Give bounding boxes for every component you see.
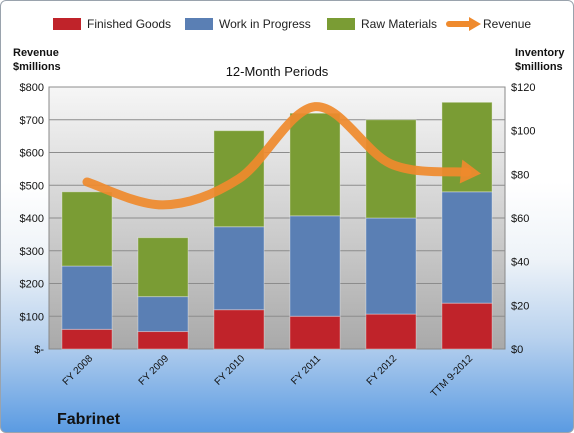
legend-swatch <box>327 18 355 30</box>
bar-work-in-progress <box>365 217 417 315</box>
bar-raw-materials <box>289 112 341 217</box>
left-tick-label: $200 <box>20 279 44 291</box>
left-axis-ticks: $- $100 $200 $300 $400 $500 $600 $700 $800 <box>20 82 45 356</box>
bar-work-in-progress <box>289 215 341 317</box>
right-tick-label: $80 <box>511 169 529 181</box>
right-tick-label: $20 <box>511 300 529 312</box>
bars <box>61 101 493 350</box>
bar-work-in-progress <box>441 191 493 304</box>
left-tick-label: $700 <box>20 115 44 127</box>
x-tick-label: FY 2009 <box>137 353 172 388</box>
right-axis-ticks: $0 $20 $40 $60 $80 $100 $120 <box>511 82 535 356</box>
legend-swatch <box>185 18 213 30</box>
x-tick-label: FY 2011 <box>289 353 323 387</box>
left-tick-label: $800 <box>20 82 44 94</box>
left-tick-label: $400 <box>20 213 44 225</box>
bar-raw-materials <box>61 191 113 267</box>
revenue-line-path <box>82 102 472 210</box>
legend-swatch <box>53 18 81 30</box>
left-tick-label: $500 <box>20 180 44 192</box>
bar-finished-goods <box>61 328 113 350</box>
bar-finished-goods <box>365 313 417 350</box>
left-tick-label: $100 <box>20 311 44 323</box>
right-axis-title-line1: Inventory <box>515 47 565 59</box>
right-tick-label: $40 <box>511 257 529 269</box>
left-tick-label: $- <box>34 344 44 356</box>
revenue-line <box>82 102 481 210</box>
legend-label: Raw Materials <box>361 17 437 31</box>
right-tick-label: $60 <box>511 213 529 225</box>
legend-label: Finished Goods <box>87 17 171 31</box>
left-tick-label: $300 <box>20 246 44 258</box>
right-tick-label: $0 <box>511 344 523 356</box>
bar-work-in-progress <box>61 265 113 330</box>
revenue-arrowhead <box>459 159 481 184</box>
bar-finished-goods <box>137 331 189 350</box>
legend-label: Work in Progress <box>219 17 311 31</box>
legend-label: Revenue <box>483 17 531 31</box>
x-tick-label: FY 2012 <box>365 353 400 388</box>
company-name: Fabrinet <box>57 411 121 428</box>
chart-title: 12-Month Periods <box>226 64 329 79</box>
x-axis-ticks: FY 2008 FY 2009 FY 2010 FY 2011 FY 2012 TTM 9… <box>61 353 476 400</box>
legend: Finished Goods Work in Progress Raw Materi… <box>53 17 531 31</box>
left-tick-label: $600 <box>20 148 44 160</box>
bar-finished-goods <box>441 302 493 350</box>
x-tick-label: TTM 9-2012 <box>429 353 476 400</box>
right-tick-label: $120 <box>511 82 535 94</box>
bar-work-in-progress <box>137 296 189 333</box>
bar-finished-goods <box>213 309 265 350</box>
x-tick-label: FY 2010 <box>213 353 248 388</box>
bar-finished-goods <box>289 315 341 350</box>
gridlines <box>49 86 505 317</box>
right-tick-label: $100 <box>511 126 535 138</box>
left-axis-title-line1: Revenue <box>13 47 59 59</box>
legend-arrow-revenue <box>469 17 481 31</box>
x-tick-label: FY 2008 <box>61 353 96 388</box>
bar-raw-materials <box>137 237 189 298</box>
left-axis-title-line2: $millions <box>13 61 61 73</box>
bar-work-in-progress <box>213 226 265 311</box>
right-axis-title-line2: $millions <box>515 61 563 73</box>
